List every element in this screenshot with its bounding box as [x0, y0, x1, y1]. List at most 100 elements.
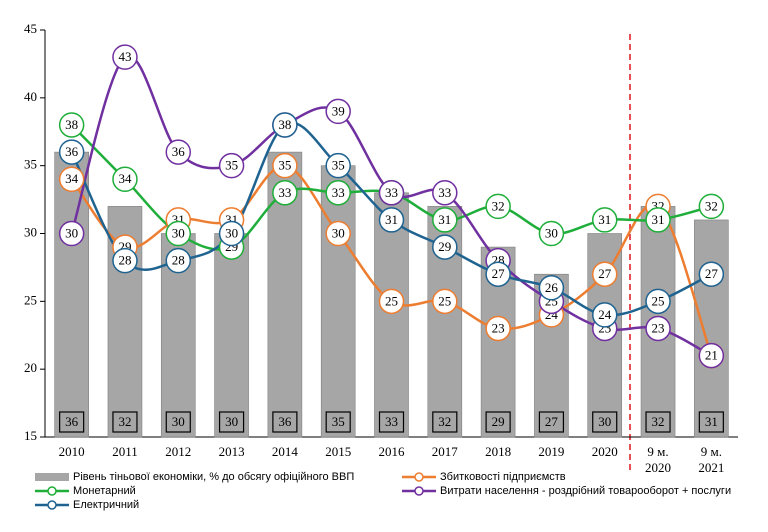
- point-label: 27: [492, 266, 506, 281]
- bar-label: 36: [278, 414, 292, 429]
- x-tick-label: 2017: [432, 444, 459, 459]
- point-label: 23: [492, 320, 505, 335]
- bar: [374, 192, 409, 438]
- point-marker: [432, 234, 458, 260]
- point-label: 29: [438, 239, 451, 254]
- point-label: 43: [118, 49, 131, 64]
- bar-label: 29: [492, 414, 505, 429]
- point-label: 34: [118, 171, 132, 186]
- y-tick-label: 40: [24, 89, 37, 104]
- point-marker: [272, 112, 298, 138]
- point-marker: [698, 193, 725, 220]
- bar-label-box: [325, 411, 351, 433]
- point-marker: [645, 315, 671, 342]
- bar-label-box: [59, 411, 85, 433]
- x-tick-label: 2019: [538, 444, 564, 459]
- x-tick-line: 2020: [645, 460, 671, 475]
- point-marker: [485, 261, 511, 287]
- bar-label: 31: [705, 414, 718, 429]
- bar: [54, 151, 89, 438]
- point-label: 27: [598, 266, 612, 281]
- point-marker: [58, 112, 85, 138]
- x-tick-label: 9 м. 2020: [645, 444, 671, 475]
- point-marker: [165, 139, 192, 165]
- point-label: 31: [598, 212, 611, 227]
- bar: [694, 219, 729, 438]
- bar-label: 30: [172, 414, 185, 429]
- point-marker: [218, 152, 245, 179]
- y-tick-label: 20: [24, 360, 37, 375]
- bar-label: 35: [332, 414, 345, 429]
- point-label: 36: [65, 144, 79, 159]
- point-marker: [538, 275, 565, 301]
- bar-label: 30: [225, 414, 238, 429]
- point-marker: [538, 220, 565, 247]
- point-marker: [698, 342, 725, 369]
- point-marker: [432, 288, 458, 315]
- x-tick-label: 2015: [325, 444, 351, 459]
- x-tick-line: 9 м.: [647, 444, 668, 459]
- bar-label: 30: [598, 414, 611, 429]
- bar: [320, 165, 356, 438]
- point-label: 33: [438, 185, 451, 200]
- x-tick-label: 2020: [592, 444, 618, 459]
- point-label: 28: [118, 253, 131, 268]
- y-tick-label: 25: [24, 292, 37, 307]
- point-marker: [378, 180, 405, 206]
- point-marker: [645, 288, 671, 315]
- point-label: 28: [172, 253, 185, 268]
- point-label: 30: [225, 225, 238, 240]
- x-tick-label: 2012: [165, 444, 191, 459]
- point-label: 30: [332, 225, 345, 240]
- bar-label-box: [698, 411, 724, 433]
- point-label: 33: [332, 185, 345, 200]
- point-marker: [325, 98, 351, 125]
- point-label: 35: [225, 158, 238, 173]
- bar-label-box: [272, 411, 298, 433]
- point-marker: [378, 207, 405, 233]
- point-marker: [58, 166, 85, 192]
- point-marker: [325, 220, 351, 247]
- point-label: 38: [65, 117, 78, 132]
- point-label: 24: [598, 307, 612, 322]
- point-label: 21: [705, 348, 718, 363]
- point-label: 36: [172, 144, 186, 159]
- point-label: 33: [385, 185, 398, 200]
- point-label: 30: [65, 225, 78, 240]
- point-marker: [432, 207, 458, 233]
- point-marker: [58, 220, 85, 247]
- bar-label: 32: [652, 414, 665, 429]
- point-marker: [58, 139, 85, 165]
- x-tick-label: 2014: [272, 444, 299, 459]
- point-label: 32: [492, 198, 505, 213]
- bar: [214, 233, 249, 438]
- y-tick-label: 35: [24, 157, 37, 172]
- legend-label: Збитковості підприємств: [440, 471, 566, 483]
- point-label: 35: [278, 158, 291, 173]
- point-marker: [165, 247, 192, 274]
- point-marker: [645, 207, 671, 233]
- point-marker: [591, 302, 618, 328]
- point-label: 26: [545, 280, 559, 295]
- legend-label: Витрати населення - роздрібний товарообо…: [440, 485, 731, 497]
- bar-label: 32: [118, 414, 131, 429]
- point-label: 31: [652, 212, 665, 227]
- point-marker: [591, 207, 618, 233]
- x-tick-label: 2011: [112, 444, 138, 459]
- point-label: 27: [705, 266, 719, 281]
- point-marker: [325, 152, 351, 179]
- point-marker: [165, 220, 192, 247]
- x-tick-label: 9 м. 2021: [698, 444, 724, 475]
- point-label: 31: [438, 212, 451, 227]
- legend-marker: [47, 486, 57, 496]
- point-label: 33: [278, 185, 291, 200]
- legend-swatch: [35, 473, 69, 481]
- x-tick-line: 2021: [698, 460, 724, 475]
- x-tick-line: 9 м.: [701, 444, 722, 459]
- point-label: 35: [332, 158, 345, 173]
- bar-label-box: [592, 411, 618, 433]
- legend-marker: [47, 500, 57, 510]
- point-label: 25: [385, 293, 398, 308]
- legend-marker: [414, 472, 424, 482]
